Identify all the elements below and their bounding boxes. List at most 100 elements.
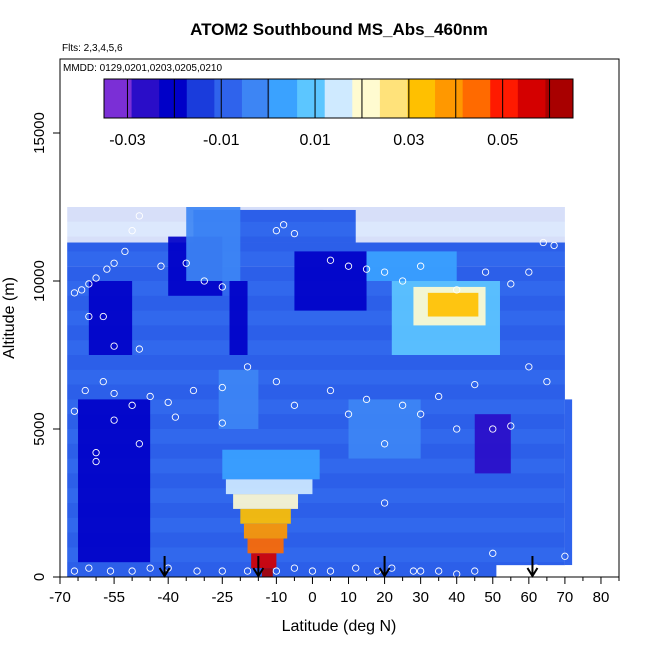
observation-points — [70, 212, 569, 577]
observation-point — [272, 377, 281, 386]
observation-point — [110, 259, 118, 267]
colorbar-tick-label: -0.03 — [109, 132, 146, 149]
heatmap-cell — [474, 414, 511, 474]
colorbar-segment — [490, 79, 519, 118]
profile-arrow — [252, 556, 265, 578]
colorbar-segment — [241, 79, 271, 118]
observation-point — [106, 567, 115, 575]
observation-point — [157, 262, 165, 270]
observation-point — [380, 440, 389, 448]
plot-frame — [59, 58, 620, 578]
observation-point — [380, 268, 389, 276]
colorbar-segment — [131, 79, 160, 118]
observation-point — [193, 567, 201, 575]
observation-point — [507, 567, 515, 575]
field-stripe — [67, 532, 565, 548]
observation-point — [362, 395, 371, 404]
colorbar-segment — [407, 79, 436, 118]
x-tick-label: 80 — [593, 589, 610, 606]
observation-point — [146, 564, 154, 572]
observation-point — [99, 377, 107, 386]
field-stripe — [67, 547, 565, 563]
x-tick-label: 0 — [308, 589, 316, 606]
profile-arrows — [158, 556, 539, 578]
observation-point — [146, 392, 154, 401]
observation-point — [290, 564, 299, 572]
heatmap-cell — [225, 479, 313, 495]
field-stripe — [67, 429, 565, 444]
colorbar-frame — [103, 78, 574, 119]
observation-point — [128, 227, 136, 235]
colorbar — [103, 78, 574, 119]
observation-point — [525, 363, 533, 371]
field-stripe — [67, 355, 565, 370]
observation-point — [243, 567, 252, 575]
colorbar-segment — [186, 79, 215, 118]
colorbar-tick-label: 0.01 — [299, 132, 330, 149]
x-tick-label: 40 — [448, 589, 465, 606]
observation-point — [409, 567, 418, 575]
observation-point — [135, 440, 143, 448]
observation-point — [110, 389, 118, 398]
observation-point — [489, 549, 497, 557]
observation-point — [110, 342, 118, 350]
observation-point — [135, 212, 143, 220]
observation-point — [435, 567, 443, 575]
field-stripe — [67, 384, 565, 400]
observation-point — [550, 241, 558, 250]
flights-note: Flts: 2,3,4,5,6 — [62, 43, 123, 54]
field-stripe — [67, 399, 565, 415]
x-tick-label: 30 — [412, 589, 429, 606]
heatmap-cell — [186, 207, 241, 281]
profile-arrow — [158, 556, 171, 578]
colorbar-segment — [214, 79, 243, 118]
observation-point — [344, 410, 353, 418]
observation-point — [99, 312, 107, 321]
observation-point — [164, 398, 172, 407]
x-tick-label: 10 — [340, 589, 357, 606]
field-stripe — [67, 503, 565, 518]
observation-point — [507, 280, 515, 288]
observation-point — [243, 363, 252, 371]
x-tick-label: 20 — [376, 589, 393, 606]
observation-point — [85, 312, 93, 321]
observation-point — [308, 567, 317, 575]
observation-point — [416, 262, 425, 270]
observation-point — [290, 401, 299, 409]
observation-point — [92, 449, 100, 457]
observation-point — [398, 401, 407, 409]
observation-point — [507, 422, 515, 430]
field-stripe — [67, 236, 565, 252]
x-tick-label: 50 — [484, 589, 501, 606]
heatmap-cell — [261, 568, 273, 577]
x-axis-label: Latitude (deg N) — [282, 618, 397, 635]
heatmap-cell — [229, 281, 248, 355]
field-stripe — [67, 488, 565, 503]
observation-point — [85, 564, 93, 572]
x-tick-label: -55 — [103, 589, 125, 606]
observation-point — [362, 265, 371, 273]
y-tick-label: 5000 — [31, 412, 48, 445]
x-tick-label: -70 — [49, 589, 71, 606]
heatmap-cell — [88, 281, 133, 355]
heatmap-cell — [251, 553, 277, 569]
observation-point — [200, 277, 208, 285]
y-axis-label: Altitude (m) — [1, 277, 18, 359]
colorbar-tick-label: 0.03 — [393, 132, 424, 149]
heatmap-cell — [366, 251, 457, 281]
x-tick-label: -10 — [266, 589, 288, 606]
observation-point — [218, 419, 226, 427]
colorbar-segment — [324, 79, 353, 118]
observation-point — [70, 567, 79, 575]
observation-point — [218, 567, 226, 575]
observation-point — [525, 268, 533, 276]
x-tick-label: 60 — [520, 589, 537, 606]
colorbar-segment — [462, 79, 491, 118]
observation-point — [453, 570, 461, 577]
observation-point — [489, 425, 497, 433]
observation-point — [189, 386, 198, 395]
heatmap-cell — [247, 538, 284, 554]
profile-arrow — [378, 556, 391, 578]
observation-point — [279, 221, 288, 229]
heatmap-field — [67, 207, 573, 577]
